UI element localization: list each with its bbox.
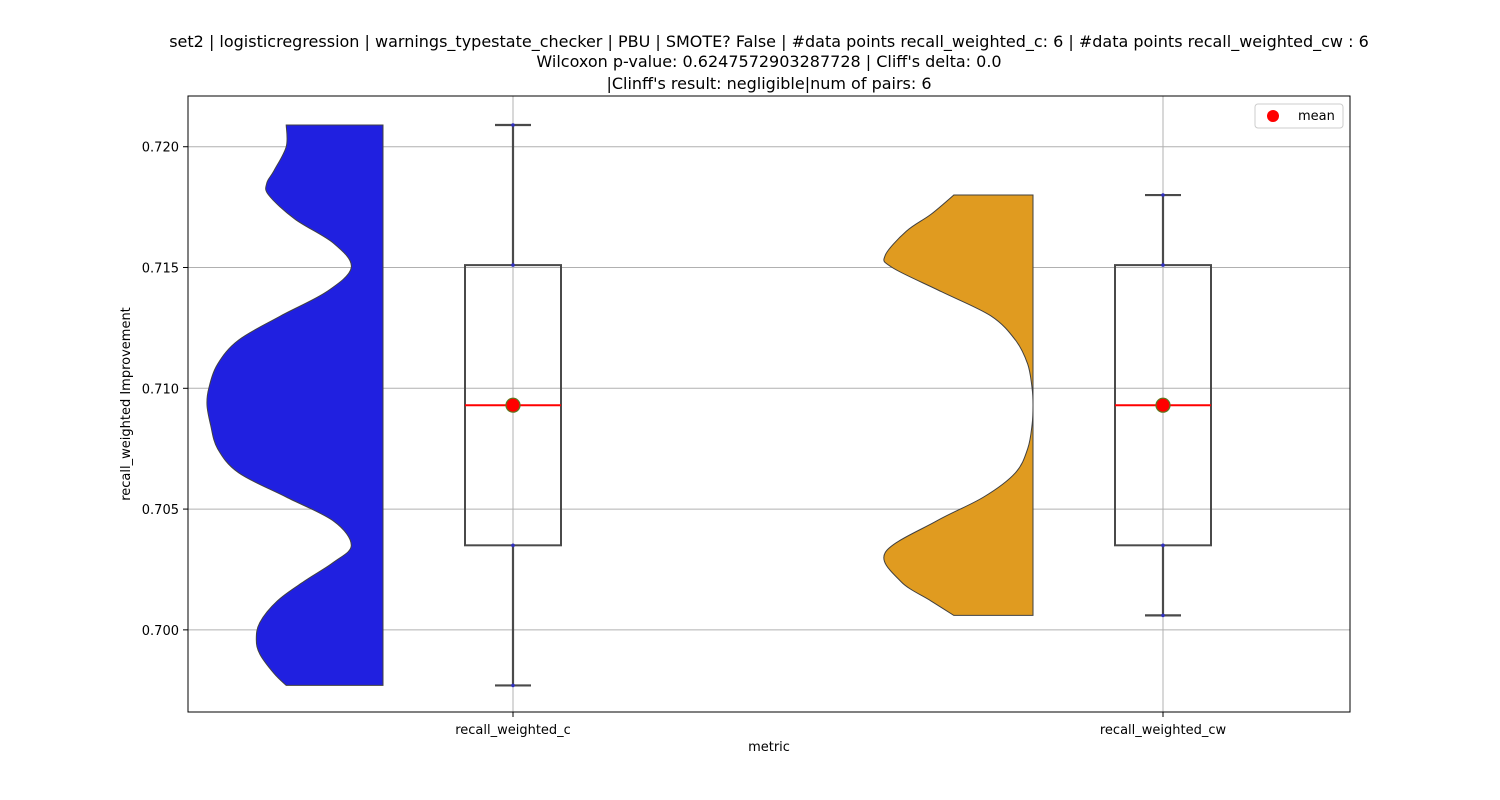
title-line-2: Wilcoxon p-value: 0.6247572903287728 | C… — [536, 52, 1001, 71]
title-line-1: set2 | logisticregression | warnings_typ… — [169, 32, 1369, 52]
violin-recall_weighted_cw — [883, 194, 1034, 616]
title-line-3: |Clinff's result: negligible|num of pair… — [606, 74, 931, 93]
x-axis-label: metric — [748, 740, 790, 755]
data-point — [1161, 193, 1165, 197]
legend-mean-marker — [1267, 110, 1279, 122]
y-tick-label: 0.700 — [142, 624, 179, 639]
data-point — [1161, 613, 1165, 618]
x-tick-label: recall_weighted_c — [455, 723, 571, 738]
y-axis-label: recall_weighted Improvement — [119, 307, 134, 501]
data-point — [511, 263, 515, 267]
box-layer — [464, 123, 1212, 688]
mean-marker — [505, 397, 521, 413]
mean-marker — [1155, 397, 1171, 413]
data-point — [1161, 543, 1165, 548]
violin-recall_weighted_c — [206, 124, 384, 686]
x-axis-ticks: recall_weighted_c recall_weighted_cw — [455, 712, 1226, 738]
y-tick-label: 0.705 — [142, 503, 179, 518]
legend-label: mean — [1298, 109, 1335, 124]
data-point — [511, 123, 515, 127]
chart-title: set2 | logisticregression | warnings_typ… — [169, 32, 1369, 93]
data-point — [1161, 263, 1165, 267]
y-tick-label: 0.720 — [142, 141, 179, 156]
y-tick-label: 0.710 — [142, 382, 179, 397]
y-axis-ticks: 0.700 0.705 0.710 0.715 0.720 — [142, 141, 188, 639]
legend-box — [1254, 103, 1344, 129]
data-point — [511, 683, 515, 688]
violin-layer — [206, 124, 1034, 686]
data-point — [511, 543, 515, 548]
legend: mean — [1254, 103, 1344, 129]
plot-frame — [187, 95, 1351, 713]
x-tick-label: recall_weighted_cw — [1100, 723, 1227, 738]
y-tick-label: 0.715 — [142, 262, 179, 277]
